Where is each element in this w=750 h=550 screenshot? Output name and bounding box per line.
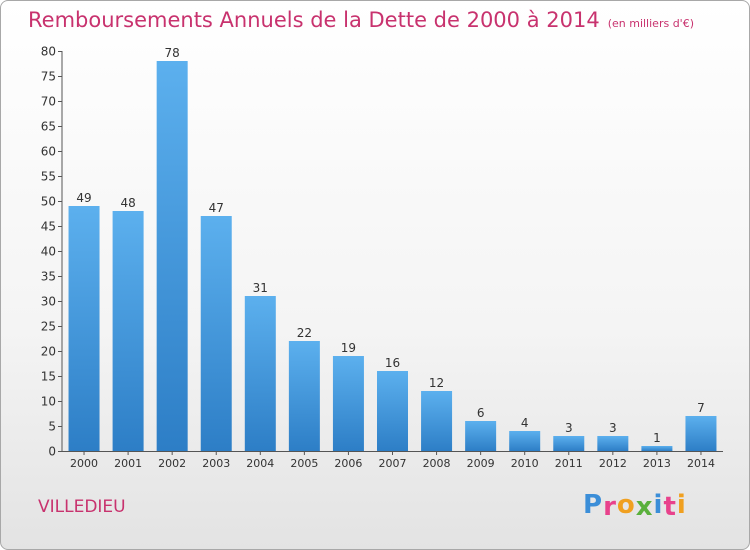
bar [597,436,629,451]
bar [465,421,497,451]
x-tick-label: 2008 [423,457,451,470]
chart-title: Remboursements Annuels de la Dette de 20… [28,8,694,32]
y-tick-label: 70 [41,95,56,109]
bar-value-label: 1 [653,431,661,445]
bar [377,371,408,451]
bar-value-label: 3 [565,421,573,435]
x-tick-label: 2004 [246,457,274,470]
y-tick-label: 10 [41,395,56,409]
y-tick-label: 0 [48,445,56,459]
bar-value-label: 78 [165,46,180,60]
bar [200,216,232,451]
bar [553,436,585,451]
x-tick-label: 2002 [158,457,186,470]
x-tick-label: 2005 [290,457,318,470]
x-tick-label: 2010 [511,457,539,470]
bar-value-label: 16 [385,356,400,370]
bar-value-label: 47 [209,201,224,215]
logo-letter: P [583,490,604,520]
y-tick-label: 55 [41,170,56,184]
y-tick-label: 15 [41,370,56,384]
bar-value-label: 48 [120,196,135,210]
x-tick-label: 2001 [114,457,142,470]
chart-subtitle: (en milliers d'€) [607,17,694,30]
x-tick-label: 2007 [379,457,407,470]
bar [244,296,276,451]
chart-title-text: Remboursements Annuels de la Dette de 20… [28,8,600,32]
bar-value-label: 3 [609,421,617,435]
y-tick-label: 45 [41,220,56,234]
bar-value-label: 7 [697,401,705,415]
bar [112,211,144,451]
bar-value-label: 19 [341,341,356,355]
y-tick-label: 60 [41,145,56,159]
bar [156,61,188,451]
y-tick-label: 25 [41,320,56,334]
logo-letter: r [603,492,617,522]
y-tick-label: 80 [41,45,56,59]
logo-letter: t [663,492,677,522]
x-tick-label: 2003 [202,457,230,470]
x-tick-label: 2012 [599,457,627,470]
y-tick-label: 75 [41,70,56,84]
logo-letter: i [653,490,664,520]
proxiti-logo[interactable]: Proxiti [583,490,687,522]
bar [421,391,453,451]
bar [288,341,320,451]
x-tick-label: 2011 [555,457,583,470]
bar-value-label: 6 [477,406,485,420]
bars-group [68,61,717,451]
bar-value-label: 31 [253,281,268,295]
y-tick-label: 35 [41,270,56,284]
labels-group: 4920004820017820024720033120042220051920… [70,46,715,470]
commune-name: VILLEDIEU [38,497,126,517]
x-tick-label: 2006 [334,457,362,470]
axes: 0 5 10 15 20 25 30 35 40 45 50 55 60 65 70 75 80 [41,45,723,459]
x-tick-label: 2000 [70,457,98,470]
x-tick-label: 2013 [643,457,671,470]
y-tick-label: 40 [41,245,56,259]
bar [685,416,717,451]
x-tick-label: 2009 [467,457,495,470]
logo-letter: o [616,490,636,520]
logo-letter: i [676,490,687,520]
x-tick-label: 2014 [687,457,715,470]
bar [68,206,100,451]
bar-value-label: 4 [521,416,529,430]
y-tick-label: 20 [41,345,56,359]
y-tick-label: 50 [41,195,56,209]
bar-value-label: 12 [429,376,444,390]
bar [332,356,364,451]
bar [641,446,673,451]
logo-letter: x [635,492,654,522]
y-tick-label: 65 [41,120,56,134]
bar-value-label: 49 [76,191,91,205]
bar [509,431,541,451]
y-tick-label: 5 [48,420,56,434]
y-tick-label: 30 [41,295,56,309]
bar-value-label: 22 [297,326,312,340]
